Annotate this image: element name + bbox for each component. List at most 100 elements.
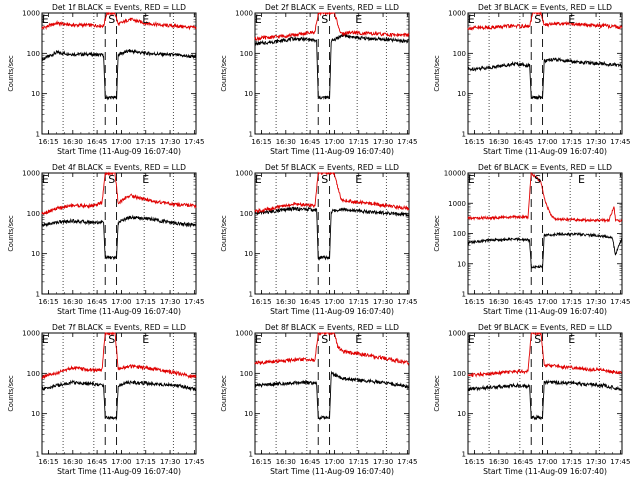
plot-title: Det 9f BLACK = Events, RED = LLD <box>478 323 612 332</box>
series-line-events <box>467 57 623 101</box>
x-tick-label: 16:15 <box>251 298 271 306</box>
x-tick-label: 16:15 <box>251 138 271 146</box>
x-tick-label: 16:15 <box>38 298 58 306</box>
x-tick-label: 16:15 <box>464 458 484 466</box>
y-tick-label: 10 <box>457 90 466 98</box>
x-tick-label: 17:45 <box>184 298 204 306</box>
y-tick-label: 10000 <box>444 170 466 178</box>
marker-e-label: E <box>468 173 475 186</box>
panel-det-5: Det 5f BLACK = Events, RED = LLD Start Ti… <box>220 163 417 316</box>
series-line-lld <box>41 331 197 380</box>
x-tick-label: 16:30 <box>276 458 296 466</box>
y-axis-label: Counts/sec <box>433 215 441 252</box>
y-axis-label: Counts/sec <box>220 215 228 252</box>
x-tick-label: 17:15 <box>349 298 369 306</box>
y-tick-label: 1000 <box>235 10 253 18</box>
series-line-events <box>467 231 623 270</box>
y-tick-label: 10 <box>244 250 253 258</box>
x-tick-label: 17:15 <box>349 458 369 466</box>
plot-frame <box>41 172 197 295</box>
x-tick-label: 17:00 <box>324 138 344 146</box>
x-tick-label: 16:45 <box>513 138 533 146</box>
x-tick-label: 16:15 <box>251 458 271 466</box>
marker-s-label: S <box>108 173 115 186</box>
y-tick-label: 1000 <box>235 330 253 338</box>
y-tick-label: 100 <box>240 370 253 378</box>
series-line-lld <box>254 171 410 214</box>
series-line-events <box>467 379 623 421</box>
marker-s-label: S <box>108 333 115 346</box>
x-tick-label: 17:30 <box>586 298 606 306</box>
y-axis-label: Counts/sec <box>433 55 441 92</box>
y-tick-label: 1000 <box>448 200 466 208</box>
y-tick-label: 1 <box>462 131 466 139</box>
marker-s-label: S <box>321 13 328 26</box>
y-tick-label: 1000 <box>448 330 466 338</box>
marker-e-label: E <box>255 13 262 26</box>
x-tick-label: 17:45 <box>610 138 630 146</box>
series-line-events <box>254 370 410 421</box>
marker-s-label: S <box>534 173 541 186</box>
series-line-events <box>41 49 197 101</box>
x-tick-label: 16:30 <box>276 298 296 306</box>
series-line-events <box>254 32 410 101</box>
x-tick-label: 17:45 <box>397 298 417 306</box>
panel-det-6: Det 6f BLACK = Events, RED = LLD Start Ti… <box>433 163 630 316</box>
x-tick-label: 17:30 <box>373 298 393 306</box>
y-axis-label: Counts/sec <box>7 375 15 412</box>
y-tick-label: 100 <box>453 370 466 378</box>
x-tick-label: 16:45 <box>513 298 533 306</box>
x-tick-label: 17:30 <box>160 138 180 146</box>
plot-title: Det 6f BLACK = Events, RED = LLD <box>478 163 612 172</box>
y-tick-label: 100 <box>240 210 253 218</box>
x-axis-label: Start Time (11-Aug-09 16:07:40) <box>270 307 394 316</box>
plot-title: Det 1f BLACK = Events, RED = LLD <box>52 3 186 12</box>
x-tick-label: 16:45 <box>87 138 107 146</box>
marker-s-label: S <box>321 173 328 186</box>
y-tick-label: 1 <box>249 131 253 139</box>
series-line-lld <box>467 332 623 378</box>
x-tick-label: 17:30 <box>586 138 606 146</box>
marker-e-label: E <box>42 13 49 26</box>
panel-det-4: Det 4f BLACK = Events, RED = LLD Start Ti… <box>7 163 204 316</box>
plot-title: Det 8f BLACK = Events, RED = LLD <box>265 323 399 332</box>
x-tick-label: 17:30 <box>160 458 180 466</box>
panel-det-3: Det 3f BLACK = Events, RED = LLD Start Ti… <box>433 3 630 156</box>
y-tick-label: 100 <box>453 50 466 58</box>
y-tick-label: 1 <box>249 451 253 459</box>
plot-title: Det 7f BLACK = Events, RED = LLD <box>52 323 186 332</box>
x-tick-label: 16:45 <box>300 458 320 466</box>
x-axis-label: Start Time (11-Aug-09 16:07:40) <box>57 147 181 156</box>
x-tick-label: 17:15 <box>562 298 582 306</box>
plot-frame <box>467 172 623 295</box>
y-tick-label: 10 <box>31 90 40 98</box>
y-tick-label: 100 <box>27 370 40 378</box>
y-tick-label: 10 <box>31 410 40 418</box>
y-tick-label: 1000 <box>235 170 253 178</box>
plot-title: Det 5f BLACK = Events, RED = LLD <box>265 163 399 172</box>
marker-s-label: S <box>534 333 541 346</box>
marker-e-label: E <box>355 333 362 346</box>
x-tick-label: 16:15 <box>38 458 58 466</box>
x-tick-label: 17:15 <box>136 138 156 146</box>
x-tick-label: 16:30 <box>489 298 509 306</box>
y-tick-label: 100 <box>453 230 466 238</box>
x-tick-label: 17:15 <box>562 458 582 466</box>
y-tick-label: 1 <box>462 291 466 299</box>
y-tick-label: 10 <box>457 410 466 418</box>
marker-e-label: E <box>142 13 149 26</box>
y-tick-label: 10 <box>244 410 253 418</box>
series-line-lld <box>41 11 197 31</box>
x-tick-label: 17:00 <box>324 458 344 466</box>
y-tick-label: 1 <box>36 451 40 459</box>
plot-frame <box>467 332 623 455</box>
marker-e-label: E <box>468 333 475 346</box>
x-tick-label: 16:15 <box>38 138 58 146</box>
plot-frame <box>254 12 410 135</box>
marker-e-label: E <box>42 333 49 346</box>
x-tick-label: 16:30 <box>489 138 509 146</box>
y-axis-label: Counts/sec <box>220 55 228 92</box>
series-line-lld <box>254 11 410 42</box>
y-tick-label: 100 <box>27 210 40 218</box>
x-tick-label: 17:30 <box>373 138 393 146</box>
